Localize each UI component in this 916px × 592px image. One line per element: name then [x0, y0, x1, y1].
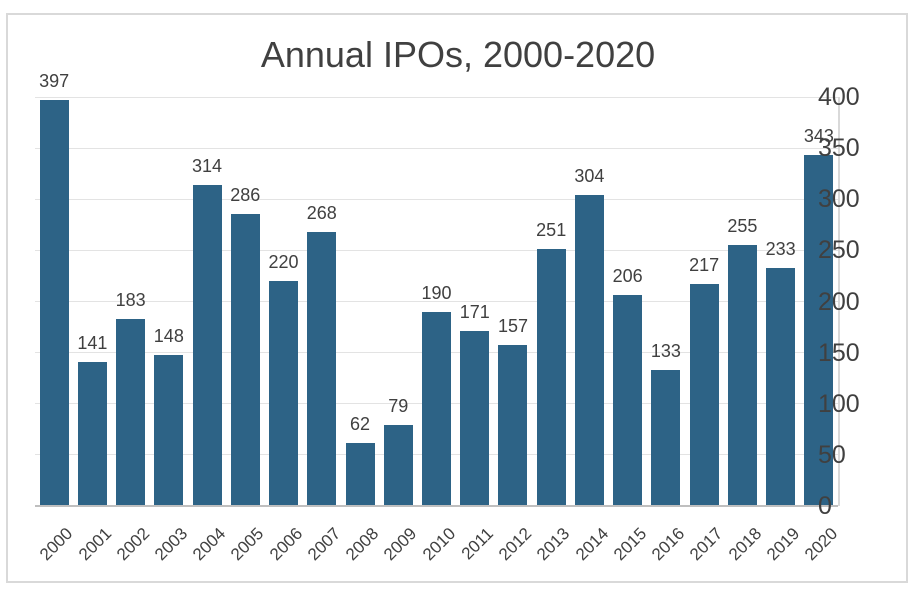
y-tick-label-100: 100 [818, 389, 860, 418]
bar-2003 [154, 354, 184, 506]
gridline-300 [35, 198, 838, 200]
bar-value-label-2012: 157 [497, 316, 528, 337]
bar-value-label-2014: 304 [574, 166, 605, 187]
bar-value-label-2007: 268 [306, 202, 337, 223]
bar-2018 [727, 245, 757, 506]
y-axis-line [838, 97, 840, 506]
bar-2005 [230, 213, 260, 506]
bar-2016 [651, 370, 681, 506]
bar-2012 [498, 345, 528, 506]
bar-2000 [39, 100, 69, 506]
bar-value-label-2020: 343 [803, 126, 834, 147]
y-tick-label-150: 150 [818, 338, 860, 367]
bar-2015 [613, 295, 643, 506]
y-tick-label-300: 300 [818, 185, 860, 214]
y-tick-label-50: 50 [818, 440, 846, 469]
y-tick-label-200: 200 [818, 287, 860, 316]
bar-value-label-2009: 79 [388, 396, 409, 417]
bar-value-label-2004: 314 [192, 155, 223, 176]
bar-value-label-2002: 183 [115, 289, 146, 310]
bar-value-label-2019: 233 [765, 238, 796, 259]
bar-value-label-2003: 148 [153, 325, 184, 346]
bar-value-label-2013: 251 [536, 220, 567, 241]
y-tick-label-400: 400 [818, 83, 860, 111]
plot-area: 397 141 183 148 314 286 220 268 62 79 190 171 157 251… [35, 71, 840, 507]
gridline-200 [35, 301, 838, 302]
bar-value-label-2017: 217 [689, 255, 720, 276]
bar-value-label-2000: 397 [39, 71, 70, 92]
gridline-250 [35, 249, 838, 251]
bar-2020 [804, 155, 834, 506]
bar-2009 [383, 425, 413, 506]
bar-2013 [536, 249, 566, 506]
gridline-350 [35, 147, 838, 149]
gridline-400 [35, 96, 838, 98]
bar-value-label-2018: 255 [727, 216, 758, 237]
bar-2008 [345, 442, 375, 506]
bar-2004 [192, 184, 222, 506]
x-axis-line [35, 505, 838, 507]
bar-2011 [460, 331, 490, 506]
chart-title: Annual IPOs, 2000-2020 [260, 34, 656, 75]
bar-2010 [422, 311, 451, 506]
bar-value-label-2008: 62 [350, 413, 371, 434]
y-tick-label-0: 0 [818, 492, 832, 520]
bar-2007 [307, 231, 337, 506]
y-tick-label-350: 350 [818, 134, 860, 163]
bar-value-label-2015: 206 [612, 266, 643, 287]
bar-2001 [77, 361, 107, 506]
bar-value-label-2010: 190 [421, 282, 452, 303]
bar-2006 [269, 281, 299, 506]
bar-value-label-2016: 133 [650, 341, 681, 361]
bar-2014 [574, 195, 604, 506]
bar-2002 [116, 318, 146, 506]
bar-value-label-2011: 171 [459, 302, 490, 323]
bar-2019 [766, 267, 796, 506]
bar-value-label-2001: 141 [77, 332, 108, 353]
y-tick-label-250: 250 [818, 236, 860, 265]
bar-value-label-2005: 286 [230, 184, 261, 205]
bar-value-label-2006: 220 [268, 252, 299, 273]
bar-2017 [689, 284, 719, 506]
